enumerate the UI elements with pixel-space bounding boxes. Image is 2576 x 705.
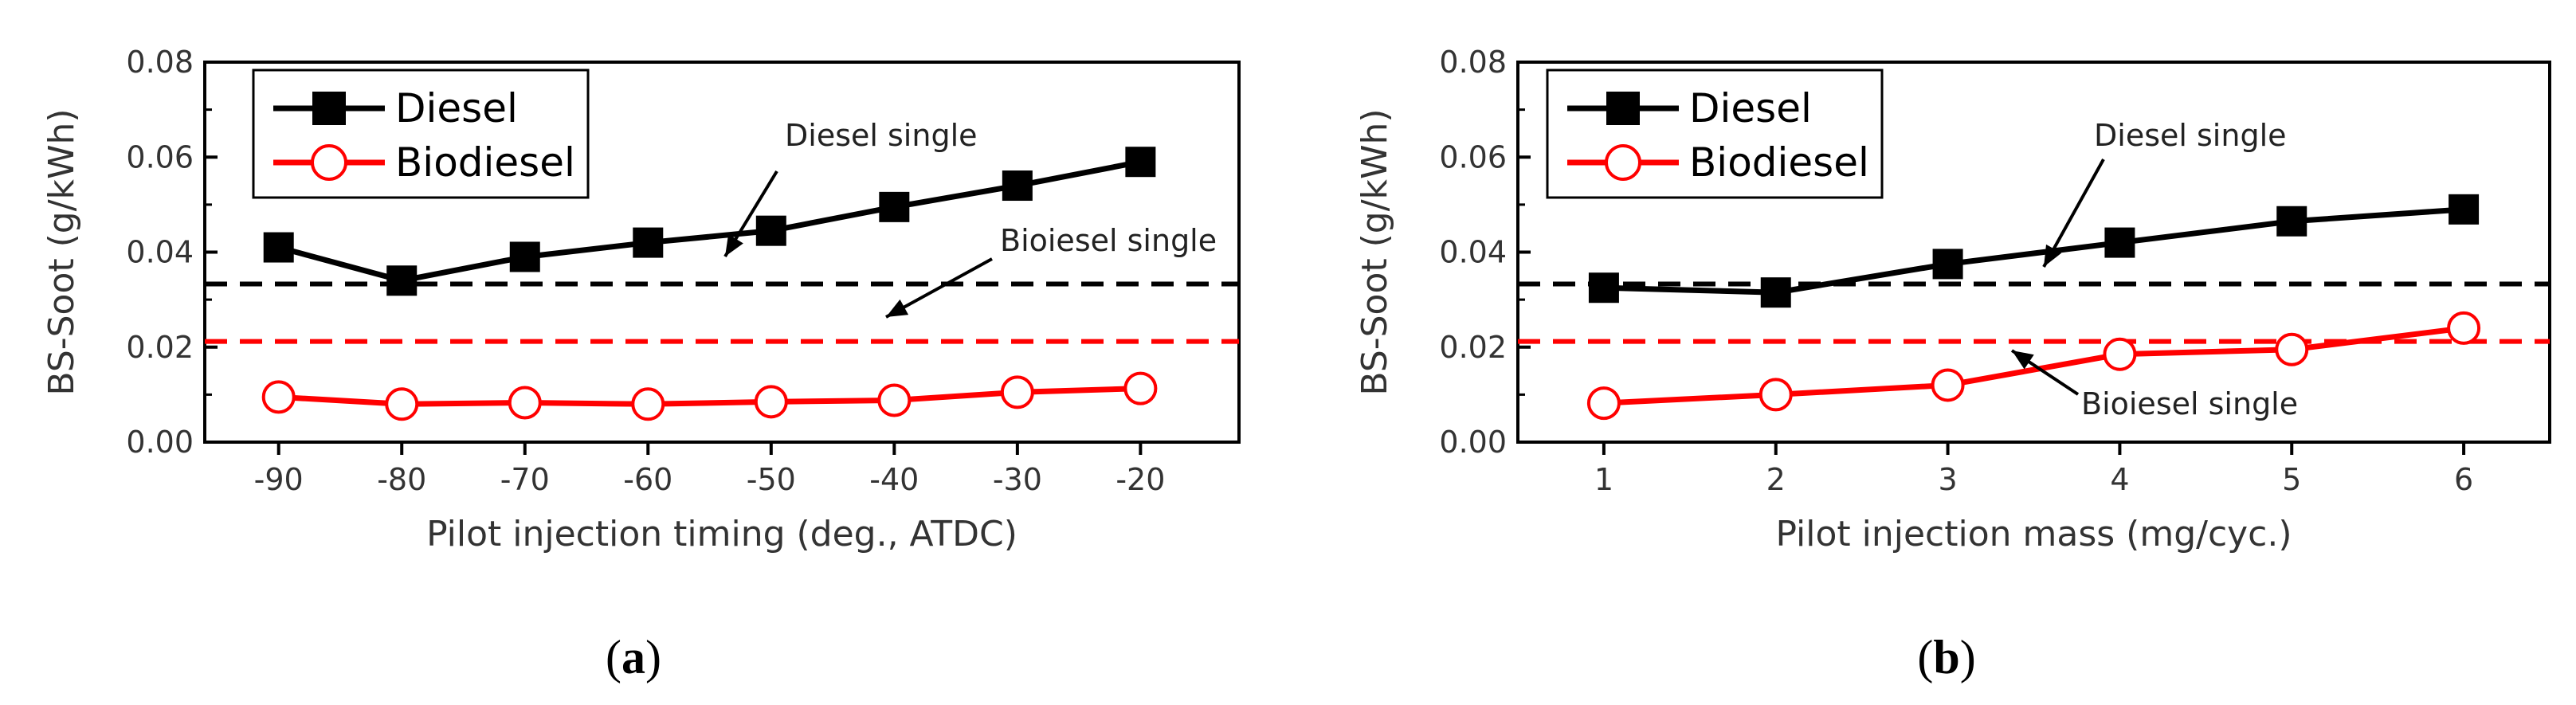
data-point-diesel [2276,206,2307,237]
x-axis-title: Pilot injection mass (mg/cyc.) [1775,514,2292,554]
y-axis-title: BS-Soot (g/kWh) [41,108,82,395]
y-tick-label: 0.00 [1439,425,1507,460]
x-tick-label: -80 [377,462,426,497]
legend: Diesel Biodiesel [1546,69,1884,199]
x-tick-label: -60 [623,462,672,497]
legend-box [1546,69,1884,199]
data-point-diesel [2449,194,2480,225]
data-point-biodiesel [2103,337,2137,371]
x-tick-label: 6 [2454,462,2473,497]
series-line-diesel [1603,206,2464,296]
data-point-diesel [263,232,294,263]
data-point-biodiesel [2447,311,2481,345]
data-point-diesel [509,241,540,272]
data-point-biodiesel [1000,375,1034,409]
x-tick-label: 3 [1938,462,1957,497]
legend-entry-diesel: Diesel [395,85,518,131]
y-tick-label: 0.08 [126,45,194,80]
x-tick-label: -20 [1115,462,1165,497]
legend-entry-biodiesel: Biodiesel [395,139,575,186]
annotation-label: Bioiesel single [1000,223,1217,258]
x-tick-label: -50 [747,462,796,497]
data-point-diesel [1760,277,1791,308]
chart-panel-b: 0.00 0.02 0.04 0.06 0.08 1 2 3 4 5 6 Pilot injectio… [1355,45,2551,683]
data-point-diesel [2104,227,2135,258]
data-point-diesel [386,265,418,296]
y-tick-label: 0.04 [1439,235,1507,270]
x-tick-label: -90 [254,462,304,497]
annotation-label: Bioiesel single [2081,386,2298,421]
x-tick-label: 2 [1766,462,1786,497]
data-point-biodiesel [2275,332,2309,366]
y-tick-label: 0.04 [126,235,194,270]
x-tick-label: 4 [2110,462,2129,497]
data-point-biodiesel [1586,386,1621,421]
data-point-biodiesel [631,387,665,421]
legend-marker [1606,92,1640,125]
data-point-biodiesel [1759,378,1793,412]
series-line-biodiesel [1603,325,2464,406]
y-axis-title: BS-Soot (g/kWh) [1355,108,1395,395]
x-tick-label: 5 [2282,462,2301,497]
annotation-label: Diesel single [2094,118,2287,153]
x-tick-label: -70 [500,462,550,497]
annotation-arrowhead [2012,351,2034,370]
data-point-biodiesel [385,387,419,421]
legend: Diesel Biodiesel [252,69,590,199]
panel-label: (b) [1917,631,1975,683]
data-point-biodiesel [1123,371,1158,405]
data-point-diesel [633,227,664,258]
annotation-label: Diesel single [785,118,978,153]
data-point-diesel [755,215,786,246]
y-tick-label: 0.06 [126,139,194,174]
data-point-biodiesel [754,385,788,419]
data-point-diesel [1932,249,1963,280]
data-point-biodiesel [261,380,296,414]
annotation-arrowhead [725,234,743,257]
series-line-biodiesel [278,386,1141,407]
legend-entry-diesel: Diesel [1689,85,1812,131]
chart-panel-a: 0.00 0.02 0.04 0.06 0.08 -90 -80 -70 -60 -50 -40 -3… [41,45,1241,683]
annotation-arrowhead [2044,244,2062,267]
data-point-biodiesel [877,383,912,417]
y-tick-label: 0.00 [126,425,194,460]
y-tick-label: 0.06 [1439,139,1507,174]
x-axis-title: Pilot injection timing (deg., ATDC) [426,514,1017,554]
data-point-biodiesel [508,386,542,420]
annotation-arrowhead [886,299,909,317]
y-tick-label: 0.02 [1439,330,1507,365]
legend-marker [1605,144,1641,181]
data-point-diesel [1125,147,1156,178]
data-point-diesel [879,191,910,222]
y-tick-label: 0.08 [1439,45,1507,80]
series-line-diesel [277,159,1142,284]
x-tick-label: 1 [1594,462,1613,497]
x-tick-label: -40 [869,462,919,497]
x-tick-label: -30 [993,462,1042,497]
legend-box [252,69,590,199]
legend-marker [312,92,346,125]
legend-entry-biodiesel: Biodiesel [1689,139,1869,186]
data-point-diesel [1002,170,1033,202]
y-tick-label: 0.02 [126,330,194,365]
data-point-biodiesel [1931,368,1965,402]
panel-label: (a) [606,631,661,683]
legend-marker [311,144,347,181]
data-point-diesel [1588,272,1619,304]
